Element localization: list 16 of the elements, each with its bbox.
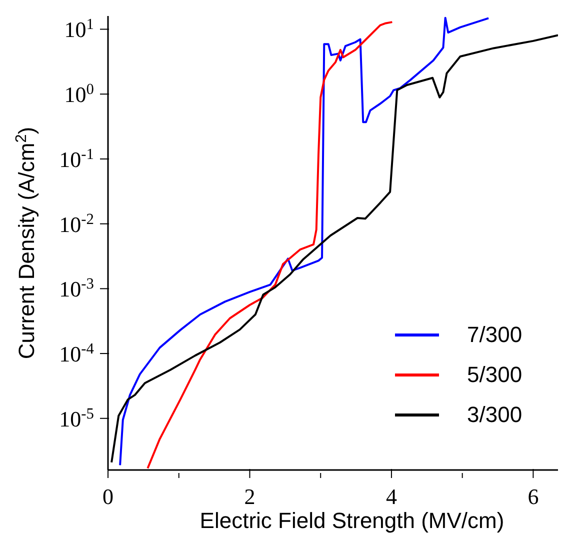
legend-label: 5/300 [467, 362, 522, 388]
y-tick-label: 10$^{0}$ [64, 80, 94, 108]
x-tick-label: 4 [386, 484, 397, 509]
y-tick-label: 10$^{-5}$ [59, 404, 94, 432]
legend-label: 7/300 [467, 322, 522, 348]
y-tick-label: 10$^{-4}$ [59, 340, 94, 367]
x-tick-label: 0 [102, 484, 114, 509]
y-tick-label: 10$^{-2}$ [59, 210, 94, 237]
line-series [146, 21, 394, 470]
y-tick-label: 10$^{-1}$ [59, 145, 94, 172]
x-axis-title: Electric Field Strength (MV/cm) [200, 508, 504, 533]
x-tick-label: 6 [528, 484, 539, 509]
legend-label: 3/300 [467, 402, 522, 428]
x-tick-label: 2 [244, 484, 256, 509]
y-tick-label: 10$^{-3}$ [59, 275, 94, 302]
y-tick-label: 10$^{1}$ [64, 16, 94, 42]
